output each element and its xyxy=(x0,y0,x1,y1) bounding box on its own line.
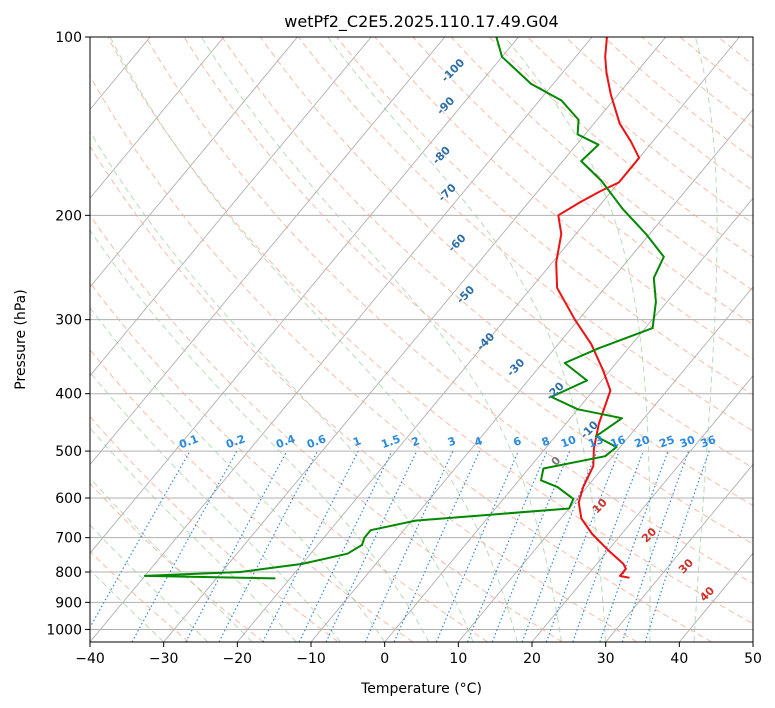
isotherm-gridline xyxy=(236,37,740,642)
isotherm-gridline xyxy=(163,37,667,642)
mixing-ratio-label: 8 xyxy=(540,434,552,449)
y-tick-label: 200 xyxy=(55,208,82,224)
isotherm-gridline xyxy=(90,37,225,199)
dry-adiabat-line xyxy=(336,37,753,396)
temperature-profile-line xyxy=(555,37,641,579)
dry-adiabat-line xyxy=(90,281,488,642)
adiabats-layer xyxy=(90,37,753,642)
profiles-layer xyxy=(143,37,665,580)
y-tick-label: 400 xyxy=(55,387,82,403)
mixing-ratio-label: 1 xyxy=(351,434,363,449)
y-tick-label: 600 xyxy=(55,491,82,507)
moist-adiabat-line xyxy=(693,37,718,642)
y-tick-label: 700 xyxy=(55,531,82,547)
dry-adiabat-line xyxy=(374,37,753,361)
mixing-ratio-label: 16 xyxy=(609,433,628,451)
mixing-ratio-label: 3 xyxy=(446,434,458,449)
dry-adiabat-line xyxy=(90,74,712,642)
x-tick-label: −20 xyxy=(223,651,253,667)
isotherm-gridline xyxy=(90,37,519,554)
x-tick-label: −10 xyxy=(296,651,326,667)
x-tick-label: 20 xyxy=(523,651,541,667)
dry-adiabat-line xyxy=(412,37,753,326)
moist-adiabat-line xyxy=(90,568,165,642)
x-axis-label: Temperature (°C) xyxy=(360,681,482,697)
mixing-ratio-label: 6 xyxy=(511,434,523,449)
mixing-ratio-line xyxy=(393,450,481,642)
isotherm-gridline xyxy=(90,37,446,466)
mixing-ratio-label: 20 xyxy=(633,433,652,451)
mixing-ratio-line xyxy=(90,450,191,629)
mixing-ratio-label: 13 xyxy=(586,433,605,450)
y-tick-label: 900 xyxy=(55,595,82,611)
mixing-ratio-line xyxy=(545,450,620,642)
mixing-ratio-label: 30 xyxy=(678,433,697,451)
isotherm-gridline xyxy=(605,463,753,642)
mixing-ratio-line xyxy=(491,450,571,642)
moist-adiabat-line xyxy=(90,307,386,642)
mixing-ratio-label: 10 xyxy=(559,433,578,451)
moist-adiabat-line xyxy=(90,229,430,642)
mixing-ratio-label: 4 xyxy=(473,434,485,449)
chart-title: wetPf2_C2E5.2025.110.17.49.G04 xyxy=(284,12,558,32)
mixing-ratio-label: 0.4 xyxy=(274,432,297,451)
mixing-ratio-line xyxy=(262,450,359,642)
moist-adiabat-line xyxy=(327,37,607,642)
x-tick-label: −30 xyxy=(149,651,179,667)
isotherm-gridline xyxy=(531,375,753,642)
axis-ticks-layer: −40 −30 −20 −10 0 10 20 30 40 5010020030040050060… xyxy=(46,30,762,667)
isotherm-gridline xyxy=(90,37,298,288)
mixing-ratio-line xyxy=(521,450,598,642)
y-axis-label: Pressure (hPa) xyxy=(13,289,29,389)
moist-adiabat-line xyxy=(504,37,651,642)
mixing-ratio-line xyxy=(644,450,710,642)
plot-frame xyxy=(89,36,754,643)
dry-adiabat-line xyxy=(90,482,264,642)
moist-adiabat-line xyxy=(109,37,518,642)
mixing-ratio-label: 0.6 xyxy=(305,432,328,451)
mixing-ratio-line xyxy=(185,450,288,642)
y-tick-label: 300 xyxy=(55,313,82,329)
dry-adiabat-line xyxy=(90,550,190,642)
dewpoint-profile-line xyxy=(143,37,665,580)
x-tick-label: 50 xyxy=(744,651,762,667)
mixing-ratio-line xyxy=(466,450,548,642)
mixing-ratio-label: 25 xyxy=(657,433,676,450)
mixing-ratio-label: 0.2 xyxy=(224,432,247,451)
mixing-ratio-label: 0.1 xyxy=(177,432,200,451)
isotherm-gridline xyxy=(90,37,593,642)
moist-adiabat-line xyxy=(200,37,562,642)
mixing-ratio-label: 2 xyxy=(410,434,422,449)
mixing-ratio-label: 1.5 xyxy=(379,432,402,451)
mixing-ratio-label: 36 xyxy=(699,433,718,451)
moist-adiabat-line xyxy=(90,524,209,642)
x-tick-label: 40 xyxy=(670,651,688,667)
moist-adiabat-line xyxy=(90,130,474,642)
mixing-ratio-line xyxy=(572,450,644,642)
isotherm-gridline xyxy=(90,37,372,377)
mixing-ratio-line xyxy=(599,450,669,642)
y-tick-label: 1000 xyxy=(46,622,82,638)
x-tick-label: −40 xyxy=(75,651,105,667)
mixing-ratio-line xyxy=(435,450,519,642)
y-tick-label: 100 xyxy=(55,30,82,46)
mixing-ratio-line xyxy=(131,450,238,642)
isotherm-gridline xyxy=(457,286,753,642)
isotherm-gridline xyxy=(384,197,753,642)
dry-adiabat-line xyxy=(90,348,414,642)
grid-layer xyxy=(90,37,753,642)
dry-adiabat-line xyxy=(90,145,638,642)
x-tick-label: 30 xyxy=(597,651,615,667)
mixing-ratio-line xyxy=(621,450,690,642)
moist-adiabat-line xyxy=(90,371,341,642)
x-tick-label: 0 xyxy=(380,651,389,667)
x-tick-label: 10 xyxy=(449,651,467,667)
y-tick-label: 500 xyxy=(55,444,82,460)
y-tick-label: 800 xyxy=(55,565,82,581)
